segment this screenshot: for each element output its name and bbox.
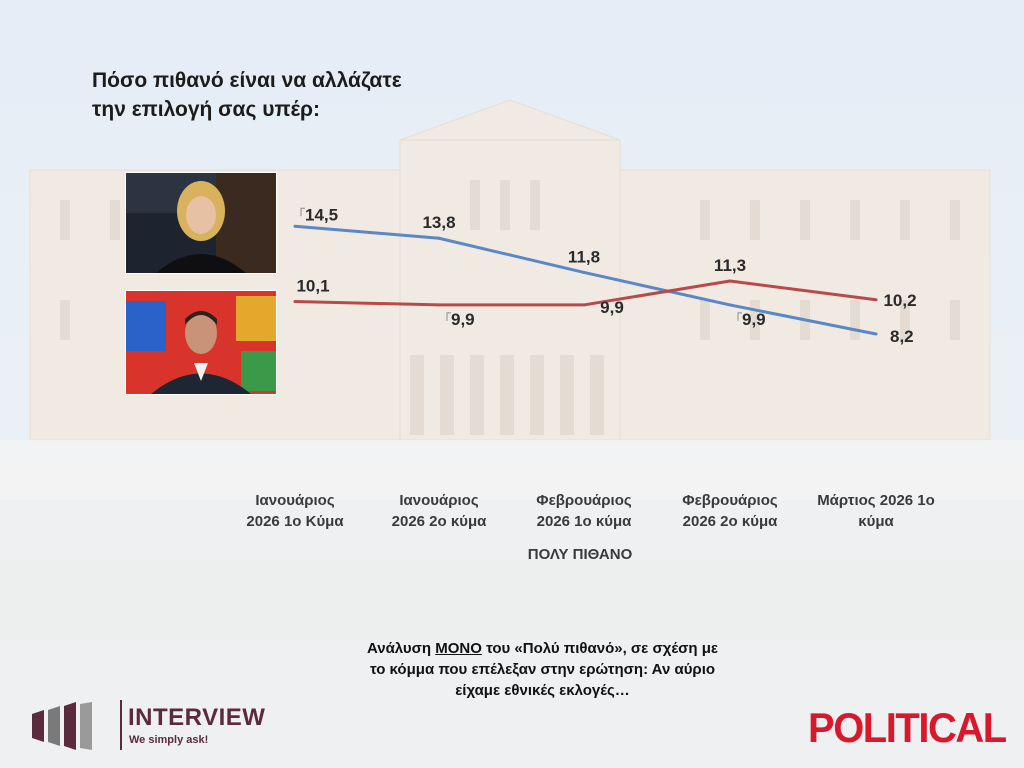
series-2-point-4 [728, 279, 732, 283]
series-2-data-label-4: 11,3 [714, 256, 746, 275]
series-2-label-leader-2 [446, 312, 451, 321]
series-1-data-label-5: 8,2 [890, 327, 914, 346]
interview-logo-icon [32, 702, 92, 750]
footnote-line-1: Ανάλυση ΜΟΝΟ του «Πολύ πιθανό», σε σχέση… [366, 640, 719, 657]
footnote: Ανάλυση ΜΟΝΟ του «Πολύ πιθανό», σε σχέση… [320, 638, 765, 701]
series-1-data-label-1: 14,5 [305, 205, 338, 224]
series-2-point-5 [874, 298, 878, 302]
x-tick-label-4: Φεβρουάριος 2026 2ο κύμα [682, 492, 778, 530]
series-1-line [294, 224, 877, 336]
interview-logo: INTERVIEW We simply ask! [28, 698, 268, 756]
series-2-data-label-2: 9,9 [451, 310, 475, 329]
footnote-line-2: το κόμμα που επέλεξαν στην ερώτηση: Αν α… [369, 661, 716, 678]
series-1-point-2 [437, 236, 441, 240]
series-1-point-3 [582, 270, 586, 274]
series-1-portrait-photo [125, 172, 277, 274]
footnote-line-3: είχαμε εθνικές εκλογές… [455, 682, 630, 699]
x-tick-label-3: Φεβρουάριος 2026 1ο κύμα [536, 492, 632, 530]
chart-title: Πόσο πιθανό είναι να αλλάζατε την επιλογ… [92, 66, 512, 124]
series-1-label-leader-4 [737, 312, 742, 321]
x-tick-label-5: Μάρτιος 2026 1ο κύμα [817, 492, 935, 530]
series-1-label-leader-1 [300, 207, 305, 217]
interview-logo-tagline: We simply ask! [129, 734, 209, 746]
x-tick-label-1: Ιανουάριος 2026 1ο Κύμα [246, 492, 344, 530]
series-2-data-label-5: 10,2 [883, 291, 916, 310]
chart-title-line-2: την επιλογή σας υπέρ: [92, 98, 320, 121]
series-1-data-label-4: 9,9 [742, 310, 766, 329]
series-2-data-label-3: 9,9 [600, 298, 624, 317]
series-2-line [294, 279, 877, 307]
interview-logo-divider [120, 700, 122, 750]
series-1-point-5 [874, 332, 878, 336]
chart-title-line-1: Πόσο πιθανό είναι να αλλάζατε [92, 69, 402, 92]
series-2-point-3 [582, 303, 586, 307]
x-tick-label-2: Ιανουάριος 2026 2ο κύμα [391, 492, 487, 530]
series-1-point-1 [293, 224, 297, 228]
series-2-portrait-photo [125, 290, 277, 395]
footnote-emphasis: ΜΟΝΟ [435, 640, 482, 657]
series-1-data-label-3: 11,8 [568, 247, 600, 266]
interview-logo-name: INTERVIEW [128, 704, 266, 731]
political-logo: POLITICAL [808, 704, 1007, 751]
series-2-point-2 [437, 303, 441, 307]
x-axis-title: ΠΟΛΥ ΠΙΘΑΝΟ [527, 546, 633, 563]
series-2-data-label-1: 10,1 [296, 277, 329, 296]
series-2-point-1 [293, 300, 297, 304]
series-1-data-label-2: 13,8 [422, 213, 455, 232]
series-1-point-4 [728, 303, 732, 307]
